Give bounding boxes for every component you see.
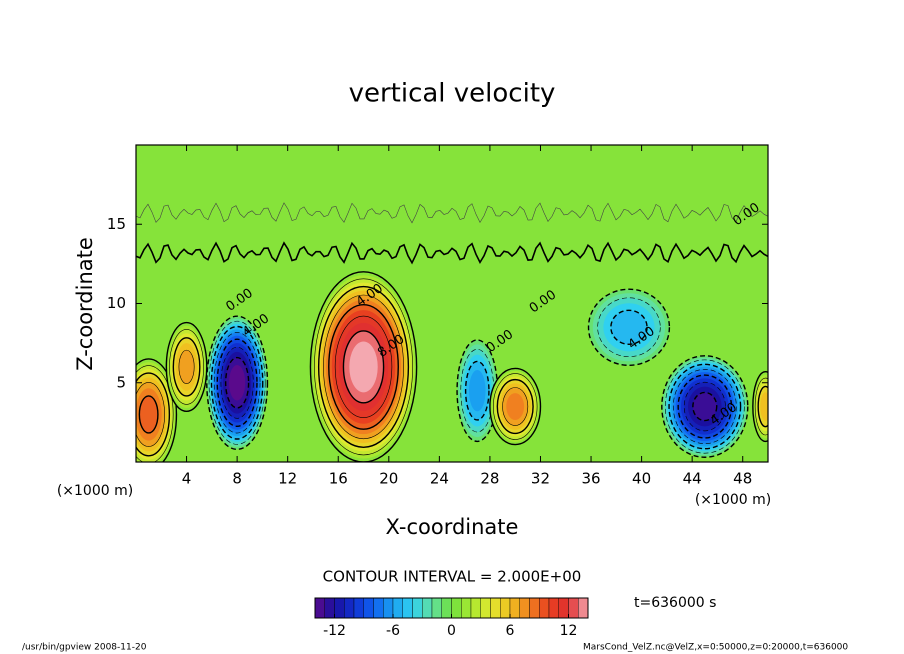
cell — [206, 315, 269, 451]
cell — [456, 339, 499, 443]
cell-level — [610, 309, 648, 345]
colorbar-cell — [578, 597, 589, 619]
colorbar-cell — [373, 597, 384, 619]
colorbar-cell — [412, 597, 423, 619]
cell-level — [692, 391, 718, 422]
colorbar-cell — [558, 597, 569, 619]
colorbar-cell — [539, 597, 550, 619]
x-tick-label: 36 — [581, 470, 600, 488]
x-tick-label: 8 — [232, 470, 242, 488]
cell — [136, 358, 178, 462]
colorbar-cell — [441, 597, 452, 619]
cell — [661, 355, 749, 458]
colorbar-cell — [500, 597, 511, 619]
plot-area — [136, 145, 768, 462]
colorbar-cell — [392, 597, 403, 619]
cell — [489, 367, 542, 446]
colorbar-cell — [334, 597, 345, 619]
x-axis-label: X-coordinate — [386, 515, 519, 539]
cell-level — [138, 395, 159, 434]
upper-contour — [136, 241, 768, 265]
colorbar-cell — [324, 597, 335, 619]
y-unit: (×1000 m) — [57, 483, 133, 499]
x-tick-label: 40 — [632, 470, 651, 488]
footer-right: MarsCond_VelZ.nc@VelZ,x=0:50000,z=0:2000… — [583, 643, 848, 653]
colorbar-cell — [470, 597, 481, 619]
cell — [587, 288, 671, 367]
y-tick-label: 15 — [107, 215, 126, 233]
cell-level — [229, 364, 246, 401]
x-unit: (×1000 m) — [695, 492, 771, 508]
colorbar-cell — [402, 597, 413, 619]
cell — [165, 321, 208, 412]
cell-level — [349, 341, 378, 393]
colorbar-cell — [451, 597, 462, 619]
colorbar-tick-label: 6 — [506, 623, 515, 639]
upper-contour-thin — [136, 202, 768, 224]
chart-title: vertical velocity — [349, 79, 556, 109]
colorbar-cell — [461, 597, 472, 619]
y-axis-label: Z-coordinate — [73, 237, 97, 371]
x-tick-label: 24 — [430, 470, 449, 488]
contour-interval: CONTOUR INTERVAL = 2.000E+00 — [323, 568, 582, 586]
colorbar-cell — [529, 597, 540, 619]
colorbar-cell — [509, 597, 520, 619]
cell — [752, 370, 768, 443]
colorbar-cell — [353, 597, 364, 619]
colorbar-cell — [422, 597, 433, 619]
colorbar-tick-label: 0 — [447, 623, 456, 639]
x-tick-label: 16 — [329, 470, 348, 488]
colorbar-cell — [344, 597, 355, 619]
cell-level — [506, 393, 525, 420]
colorbar-cell — [363, 597, 374, 619]
colorbar-cell — [490, 597, 501, 619]
y-tick-label: 10 — [107, 294, 126, 312]
time-label: t=636000 s — [634, 595, 716, 611]
footer-left: /usr/bin/gpview 2008-11-20 — [22, 643, 147, 653]
x-tick-label: 4 — [182, 470, 192, 488]
colorbar-tick-label: 12 — [560, 623, 578, 639]
cell-level — [760, 392, 768, 421]
x-tick-label: 20 — [379, 470, 398, 488]
x-tick-label: 32 — [531, 470, 550, 488]
colorbar-cell — [568, 597, 579, 619]
colorbar-cell — [383, 597, 394, 619]
cell — [309, 271, 418, 462]
colorbar-cell — [548, 597, 559, 619]
x-tick-label: 12 — [278, 470, 297, 488]
colorbar-cell — [314, 597, 325, 619]
colorbar-cell — [480, 597, 491, 619]
cell-level — [178, 349, 195, 384]
x-tick-label: 28 — [480, 470, 499, 488]
y-tick-label: 5 — [116, 373, 126, 391]
x-tick-label: 44 — [683, 470, 702, 488]
colorbar-cell — [431, 597, 442, 619]
x-tick-label: 48 — [733, 470, 752, 488]
colorbar-tick-label: -12 — [323, 623, 346, 639]
cell-level — [469, 369, 486, 412]
colorbar-tick-label: -6 — [386, 623, 400, 639]
colorbar-cell — [519, 597, 530, 619]
